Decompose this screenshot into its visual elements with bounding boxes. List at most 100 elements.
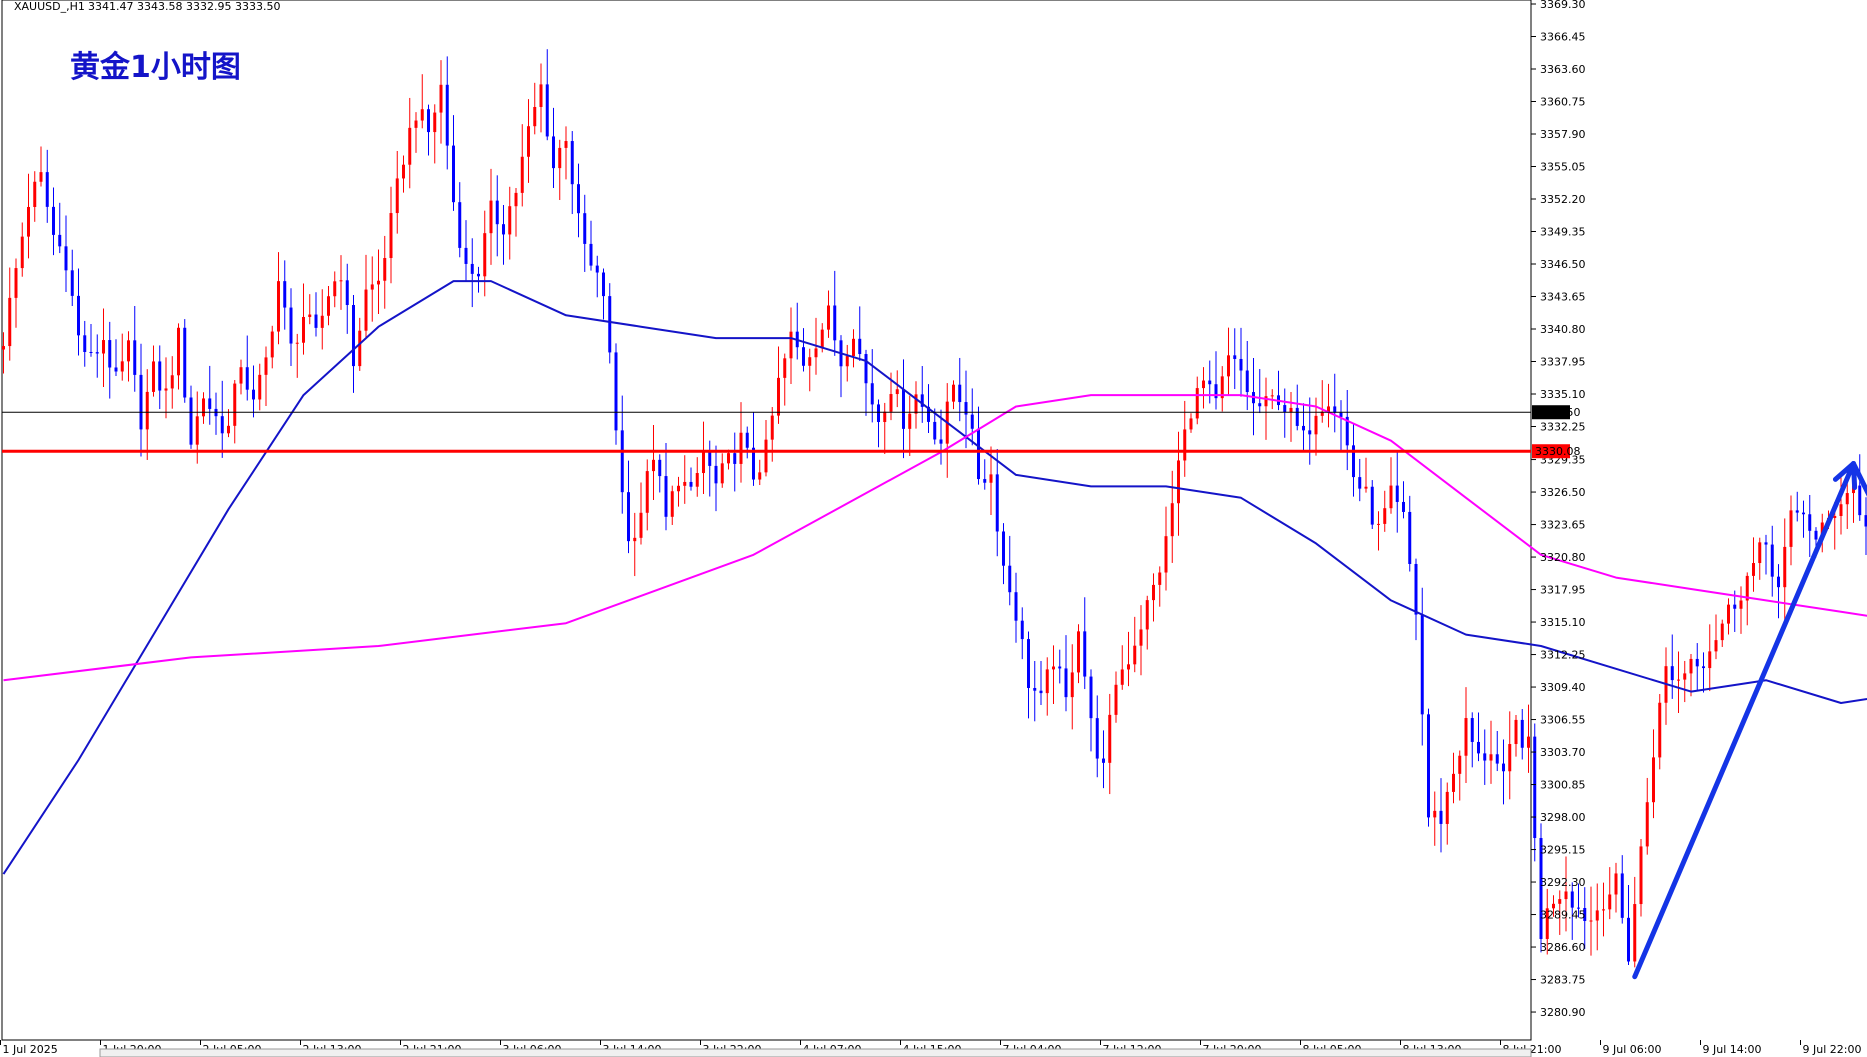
chart-title: 黄金1小时图 [70, 50, 241, 85]
bear-candle-body [252, 389, 255, 400]
bull-candle-body [233, 383, 237, 426]
bear-candle-body [133, 340, 137, 375]
bull-candle-body [1652, 757, 1655, 803]
horizontal-scrollbar[interactable] [99, 1048, 1532, 1057]
bear-candle-body [920, 394, 924, 407]
bear-candle-body [1814, 530, 1818, 540]
bear-candle-body [445, 84, 449, 146]
bull-candle-body [333, 281, 337, 297]
price-tick-label: 3280.90 [1540, 1006, 1586, 1019]
bear-candle-body [627, 492, 630, 542]
bull-candle-body [239, 367, 243, 384]
bear-candle-body [70, 270, 74, 296]
bear-candle-body [345, 280, 349, 306]
symbol-label: XAUUSD_,H1 [14, 0, 85, 13]
bull-candle-body [639, 512, 643, 538]
bull-candle-body [20, 236, 24, 269]
bull-candle-body [358, 330, 362, 367]
price-axis[interactable]: 3369.30 3366.45 3363.60 3360.75 3357.90 3355.… [1531, 0, 1586, 1019]
bull-candle-body [227, 425, 230, 434]
bear-candle-body [1802, 512, 1805, 515]
price-tick-label: 3300.85 [1540, 779, 1586, 792]
bull-candle-body [389, 213, 393, 259]
bull-candle-body [1202, 380, 1205, 389]
bear-candle-body [1483, 753, 1487, 761]
bull-candle-body [1752, 563, 1755, 576]
bull-candle-body [1639, 846, 1643, 905]
bull-candle-body [1220, 376, 1224, 399]
bull-candle-body [277, 281, 280, 332]
bull-candle-body [433, 112, 437, 133]
bear-candle-body [995, 474, 999, 532]
bear-candle-body [1308, 430, 1312, 435]
bear-candle-body [689, 481, 693, 487]
bull-candle-body [1527, 736, 1530, 748]
bull-candle-body [1120, 669, 1124, 685]
bear-candle-body [714, 465, 718, 484]
bear-candle-body [552, 136, 555, 169]
bull-candle-body [1052, 666, 1055, 670]
bear-candle-body [1764, 542, 1768, 545]
bear-candle-body [1577, 907, 1580, 909]
bear-candle-body [77, 295, 80, 336]
price-tick-label: 3289.45 [1540, 909, 1586, 922]
bear-candle-body [458, 202, 462, 248]
bull-candle-body [1552, 903, 1555, 909]
bear-candle-body [1345, 416, 1349, 446]
bull-candle-body [1839, 504, 1843, 516]
bull-candle-body [633, 537, 637, 542]
bear-candle-body [802, 347, 805, 366]
price-tick-label: 3340.80 [1540, 323, 1586, 336]
bull-candle-body [1289, 407, 1293, 413]
price-tick-label: 3326.50 [1540, 486, 1586, 499]
bear-candle-body [1245, 370, 1249, 393]
bear-candle-body [1302, 425, 1305, 431]
bull-candle-body [1364, 486, 1368, 489]
bull-candle-body [1314, 415, 1318, 435]
bull-candle-body [514, 192, 518, 207]
bear-candle-body [83, 335, 87, 352]
bull-candle-body [295, 342, 299, 344]
bear-candle-body [939, 439, 943, 444]
bear-candle-body [139, 374, 143, 430]
bear-candle-body [964, 402, 968, 415]
bull-candle-body [1389, 485, 1393, 509]
bull-candle-body [27, 206, 30, 237]
bear-candle-body [1208, 380, 1212, 385]
bull-candle-body [489, 200, 493, 234]
bull-candle-body [1745, 575, 1749, 601]
bear-candle-body [1014, 592, 1018, 621]
bear-candle-body [977, 428, 980, 480]
bear-candle-body [314, 314, 318, 328]
bull-candle-body [33, 181, 37, 207]
price-tick-label: 3343.65 [1540, 290, 1586, 303]
bull-candle-body [1177, 460, 1180, 504]
bull-candle-body [1677, 679, 1680, 681]
bull-candle-body [1195, 388, 1199, 419]
bear-candle-body [1333, 406, 1337, 413]
bull-candle-body [720, 463, 724, 484]
current-price-tag [1532, 405, 1570, 420]
bull-candle-body [1327, 406, 1330, 412]
bull-candle-body [1164, 536, 1168, 573]
bull-candle-body [727, 453, 730, 464]
bear-candle-body [1352, 445, 1355, 478]
bear-candle-body [1020, 620, 1024, 640]
bear-candle-body [858, 338, 862, 355]
time-axis[interactable]: 1 Jul 20251 Jul 20:002 Jul 05:002 Jul 13… [0, 1040, 1867, 1057]
bear-candle-body [902, 389, 905, 429]
bull-candle-body [270, 331, 274, 358]
price-tick-label: 3303.70 [1540, 746, 1586, 759]
bull-candle-body [1452, 773, 1455, 792]
price-tick-label: 3355.05 [1540, 160, 1586, 173]
time-tick-label: 1 Jul 2025 [3, 1043, 58, 1056]
bull-candle-body [1183, 429, 1187, 461]
bear-candle-body [1370, 486, 1374, 525]
ohlc-readout: 3341.47 3343.58 3332.95 3333.50 [88, 0, 280, 13]
bull-candle-body [102, 340, 105, 354]
bull-candle-body [1077, 631, 1080, 673]
bull-candle-body [1833, 515, 1837, 519]
plot-area [1, 0, 1532, 1041]
bull-candle-body [1845, 493, 1849, 505]
bear-candle-body [1239, 358, 1243, 371]
